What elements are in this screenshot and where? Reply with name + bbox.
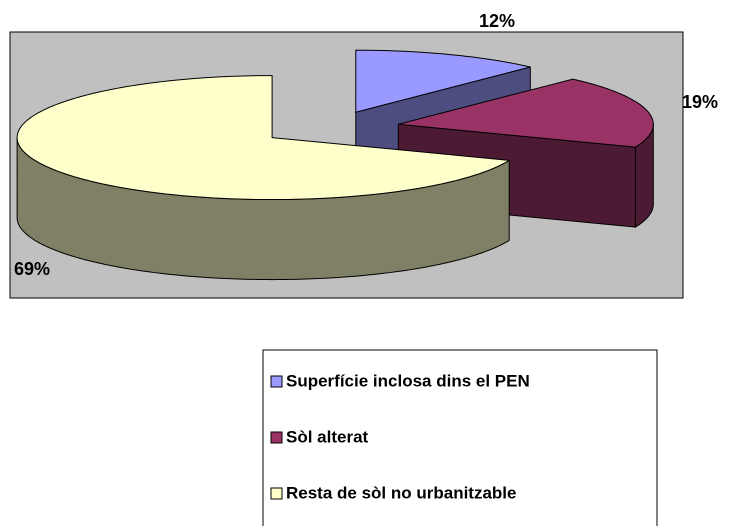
legend-label: Resta de sòl no urbanitzable <box>286 483 517 502</box>
legend: Superfície inclosa dins el PEN Sòl altera… <box>270 371 530 502</box>
data-label: 19% <box>682 92 718 112</box>
slice-top <box>355 49 531 113</box>
slice-top <box>398 78 654 148</box>
pie: 12% 19% 69% <box>14 11 718 281</box>
legend-swatch <box>270 375 283 388</box>
slice-top <box>16 75 511 201</box>
slice <box>16 75 512 281</box>
legend-swatch <box>270 487 283 500</box>
data-label: 69% <box>14 259 50 279</box>
legend-swatch <box>270 431 283 444</box>
legend-box <box>262 349 658 526</box>
legend-label: Superfície inclosa dins el PEN <box>286 371 530 390</box>
legend-label: Sòl alterat <box>286 427 369 446</box>
data-label: 12% <box>479 11 515 31</box>
